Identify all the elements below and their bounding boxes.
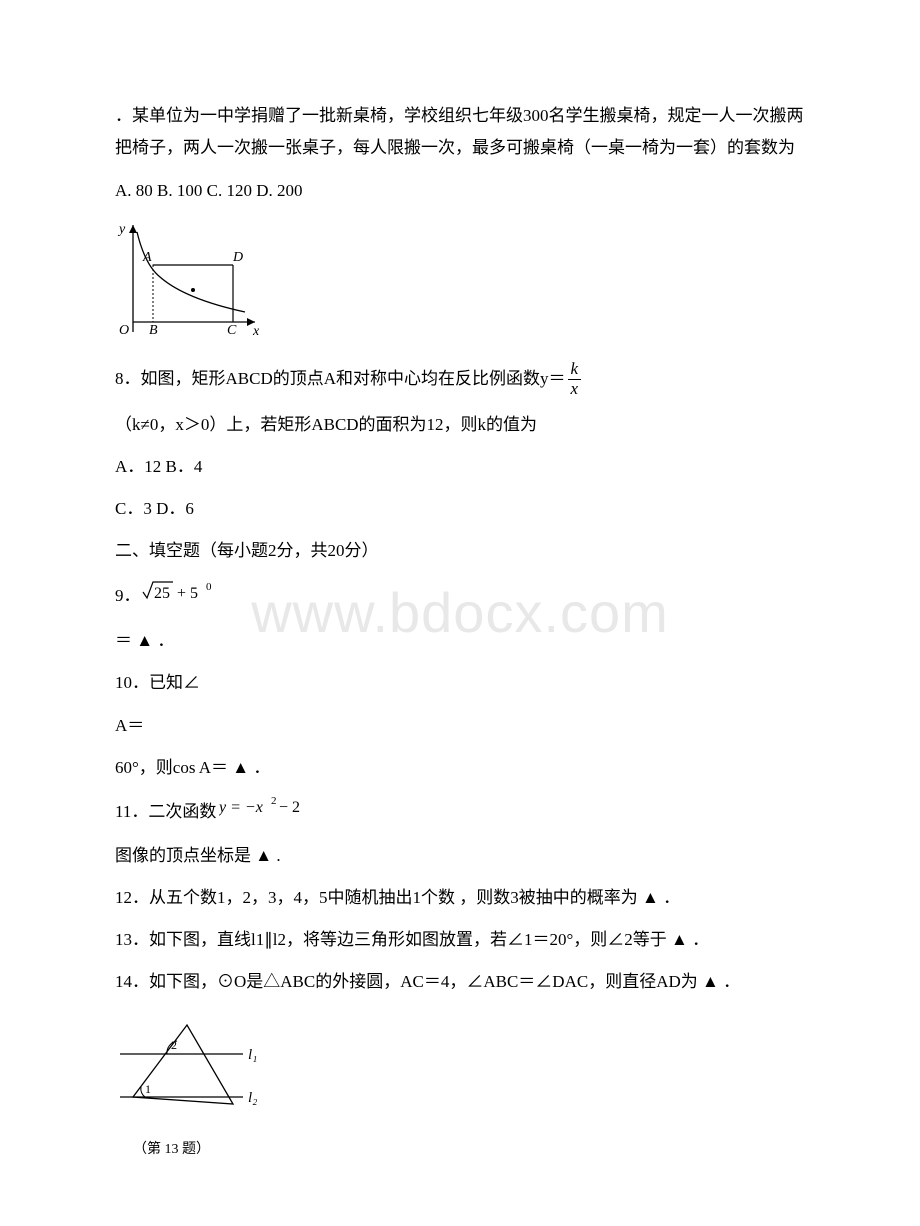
svg-text:l₁: l₁ xyxy=(248,1047,257,1063)
q7-text: ．某单位为一中学捐赠了一批新桌椅，学校组织七年级300名学生搬桌椅，规定一人一次… xyxy=(115,100,805,165)
figure-2-caption: （第 13 题） xyxy=(133,1137,805,1164)
q8-line2: （k≠0，x＞0）上，若矩形ABCD的面积为12，则k的值为 xyxy=(115,409,805,441)
q13: 13．如下图，直线l1∥l2，将等边三角形如图放置，若∠1＝20°，则∠2等于 … xyxy=(115,924,805,956)
q8-frac-den: x xyxy=(568,380,582,399)
svg-text:1: 1 xyxy=(145,1082,151,1096)
q12: 12．从五个数1，2，3，4，5中随机抽出1个数 ，则数3被抽中的概率为 ▲ ． xyxy=(115,882,805,914)
svg-text:A: A xyxy=(142,250,152,265)
svg-text:25: 25 xyxy=(154,585,170,602)
svg-text:− 2: − 2 xyxy=(279,799,300,816)
q14: 14．如下图，⊙O是△ABC的外接圆，AC＝4，∠ABC＝∠DAC，则直径AD为… xyxy=(115,966,805,998)
svg-text:y: y xyxy=(117,222,126,237)
q10-l2: A＝ xyxy=(115,710,805,742)
svg-text:2: 2 xyxy=(271,795,277,807)
q8-prefix: 8．如图，矩形ABCD的顶点A和对称中心均在反比例函数y＝ xyxy=(115,363,566,395)
q11-line1: 11．二次函数 y = −x 2 − 2 xyxy=(115,794,319,829)
q7-options: A. 80 B. 100 C. 120 D. 200 xyxy=(115,175,805,207)
q11-prefix: 11．二次函数 xyxy=(115,796,216,828)
q10-l3: 60°，则cos A＝ ▲ ． xyxy=(115,752,805,784)
figure-2: 2 1 l₁ l₂ （第 13 题） xyxy=(115,1019,805,1164)
q8-options2: C．3 D．6 xyxy=(115,493,805,525)
q8-options1: A．12 B．4 xyxy=(115,451,805,483)
q11-after: 图像的顶点坐标是 ▲ . xyxy=(115,840,805,872)
svg-text:B: B xyxy=(149,323,158,337)
svg-text:2: 2 xyxy=(171,1038,177,1052)
q8-frac-num: k xyxy=(568,360,582,380)
q9-math-icon: 25 + 5 0 xyxy=(141,578,223,615)
svg-text:y = −x: y = −x xyxy=(219,799,263,816)
svg-text:0: 0 xyxy=(206,581,212,593)
figure-1: y x O A D B C xyxy=(115,217,805,348)
svg-text:O: O xyxy=(119,323,129,337)
q9-line: 9． 25 + 5 0 xyxy=(115,578,223,615)
q10-l1: 10．已知∠ xyxy=(115,667,805,699)
q11-math-icon: y = −x 2 − 2 xyxy=(219,794,319,829)
svg-text:l₂: l₂ xyxy=(248,1090,257,1106)
q9-prefix: 9． xyxy=(115,580,141,612)
svg-text:+ 5: + 5 xyxy=(177,585,198,602)
q9-after: ＝ ▲ ． xyxy=(115,625,805,657)
svg-text:D: D xyxy=(232,250,243,265)
q8-fraction: k x xyxy=(568,360,582,398)
q8-line1: 8．如图，矩形ABCD的顶点A和对称中心均在反比例函数y＝ k x xyxy=(115,360,581,398)
page-content: ．某单位为一中学捐赠了一批新桌椅，学校组织七年级300名学生搬桌椅，规定一人一次… xyxy=(115,100,805,1164)
section2-title: 二、填空题（每小题2分，共20分） xyxy=(115,535,805,567)
svg-text:C: C xyxy=(227,323,237,337)
svg-text:x: x xyxy=(252,324,260,337)
